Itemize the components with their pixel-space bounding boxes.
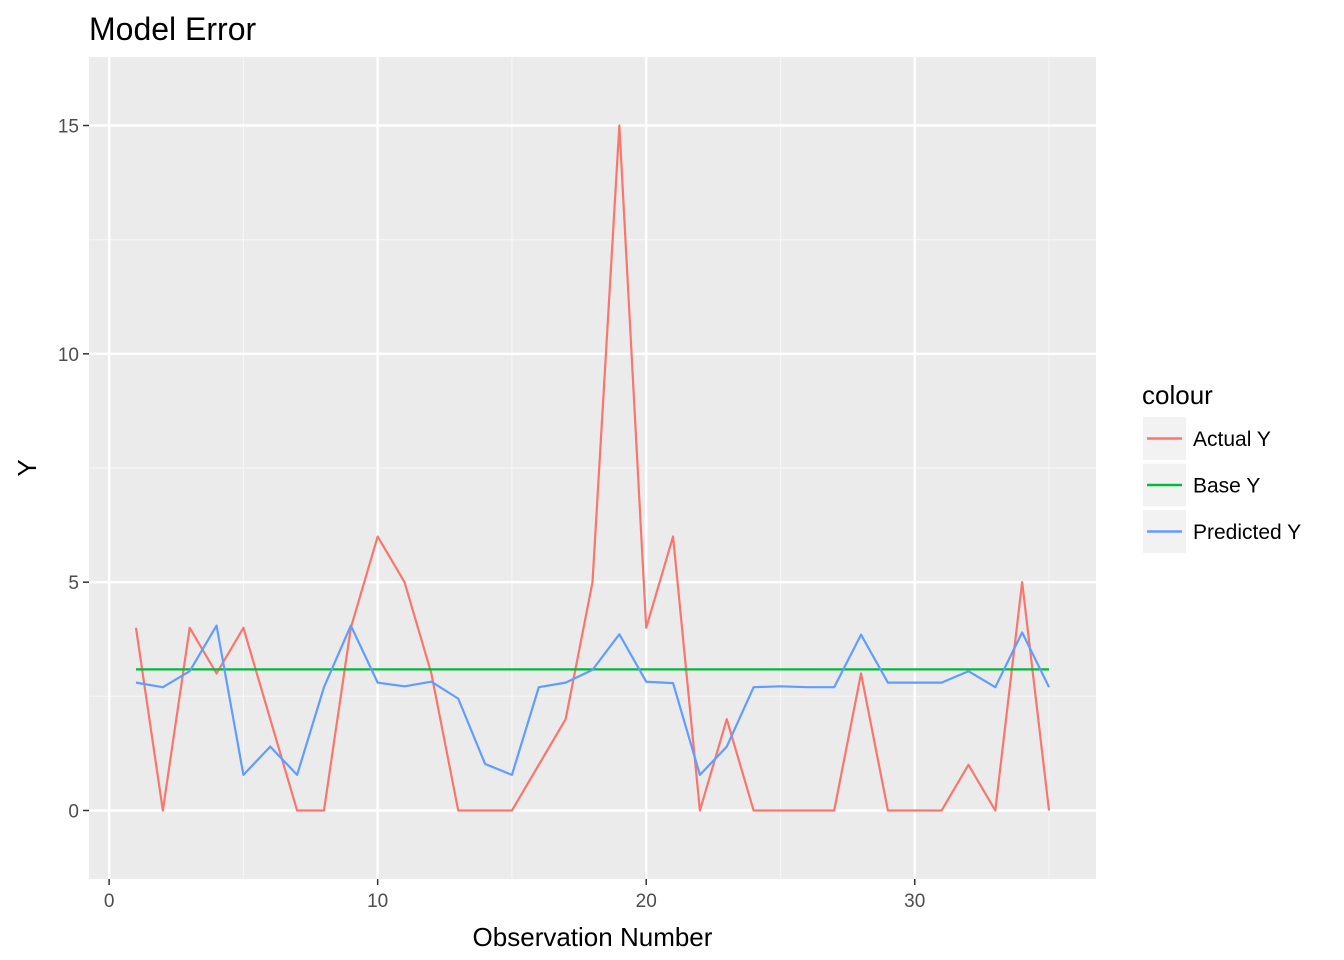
legend: colour Actual Y Base Y Predicted Y <box>1142 380 1301 553</box>
grid-major <box>89 57 1096 879</box>
y-axis: 0 5 10 15 <box>58 117 89 823</box>
legend-title: colour <box>1142 380 1213 410</box>
x-tick-label: 0 <box>104 891 115 912</box>
x-tick-label: 20 <box>636 891 657 912</box>
x-axis: 0 10 20 30 <box>104 879 925 912</box>
legend-items: Actual Y Base Y Predicted Y <box>1143 417 1301 553</box>
y-tick-label: 10 <box>58 345 79 366</box>
x-tick-label: 10 <box>367 891 388 912</box>
series-line-predicted-y <box>135 624 1050 776</box>
x-axis-title: Observation Number <box>473 922 713 952</box>
y-tick-label: 15 <box>58 117 79 138</box>
legend-label: Predicted Y <box>1193 521 1301 544</box>
grid-minor <box>89 57 1096 879</box>
y-tick-label: 5 <box>68 573 79 594</box>
legend-label: Base Y <box>1193 475 1260 498</box>
series-layer <box>134 124 1051 812</box>
y-tick-label: 0 <box>68 802 79 823</box>
legend-item-actual-y: Actual Y <box>1143 417 1271 460</box>
chart-title: Model Error <box>89 11 257 47</box>
y-axis-title: Y <box>12 459 42 476</box>
legend-item-base-y: Base Y <box>1143 463 1260 507</box>
legend-item-predicted-y: Predicted Y <box>1143 510 1301 553</box>
series-line-actual-y <box>134 124 1051 812</box>
legend-label: Actual Y <box>1193 428 1271 451</box>
x-tick-label: 30 <box>904 891 925 912</box>
